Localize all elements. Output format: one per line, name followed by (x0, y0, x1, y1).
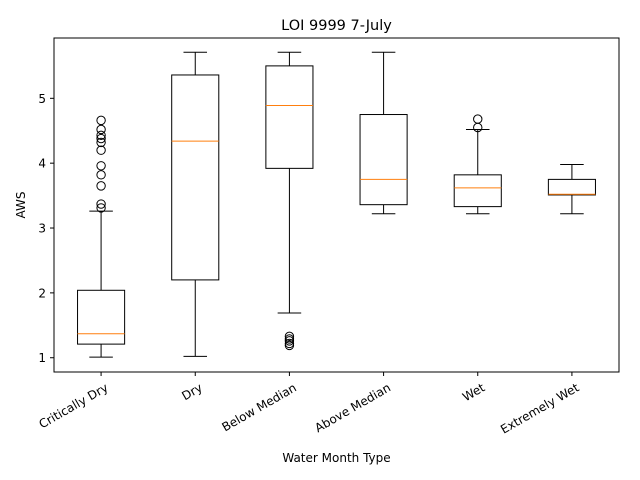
plot-area: 1 2 3 4 5 Critically Dry Dry Below Median Above … (36, 51, 596, 437)
y-tick-label: 2 (38, 286, 46, 300)
iqr-box (265, 65, 314, 169)
chart-title: LOI 9999 7-July (281, 18, 392, 34)
iqr-box (359, 114, 408, 206)
x-tick-label: Critically Dry (36, 380, 110, 431)
outlier-point (96, 133, 106, 144)
outlier-point (96, 203, 106, 213)
x-tick-label: Above Median (312, 380, 393, 435)
y-tick-label: 5 (38, 92, 46, 106)
outlier-point (96, 145, 106, 155)
outlier-point (96, 115, 106, 126)
outlier-point (96, 124, 106, 135)
iqr-box (453, 174, 502, 208)
plot-frame (53, 37, 620, 373)
x-tick-label: Dry (179, 380, 204, 403)
outlier-point (96, 170, 106, 180)
iqr-box (547, 178, 596, 196)
iqr-box (77, 289, 126, 345)
y-tick-label: 3 (38, 222, 46, 236)
iqr-box (171, 74, 220, 281)
y-axis-label: AWS (14, 191, 28, 218)
outlier-point (96, 161, 106, 171)
outlier-point (284, 334, 295, 344)
outlier-point (96, 199, 106, 209)
outlier-point (96, 181, 106, 191)
y-tick-label: 1 (38, 351, 46, 365)
y-tick-label: 4 (38, 157, 46, 171)
x-tick-label: Extremely Wet (498, 380, 581, 436)
x-axis-label: Water Month Type (282, 451, 390, 465)
x-tick-label: Wet (460, 380, 487, 404)
outlier-point (473, 114, 483, 124)
outlier-point (96, 137, 106, 148)
x-tick-label: Below Median (220, 380, 299, 434)
outlier-point (96, 130, 106, 140)
outlier-point (284, 331, 295, 342)
outlier-point (284, 338, 295, 349)
